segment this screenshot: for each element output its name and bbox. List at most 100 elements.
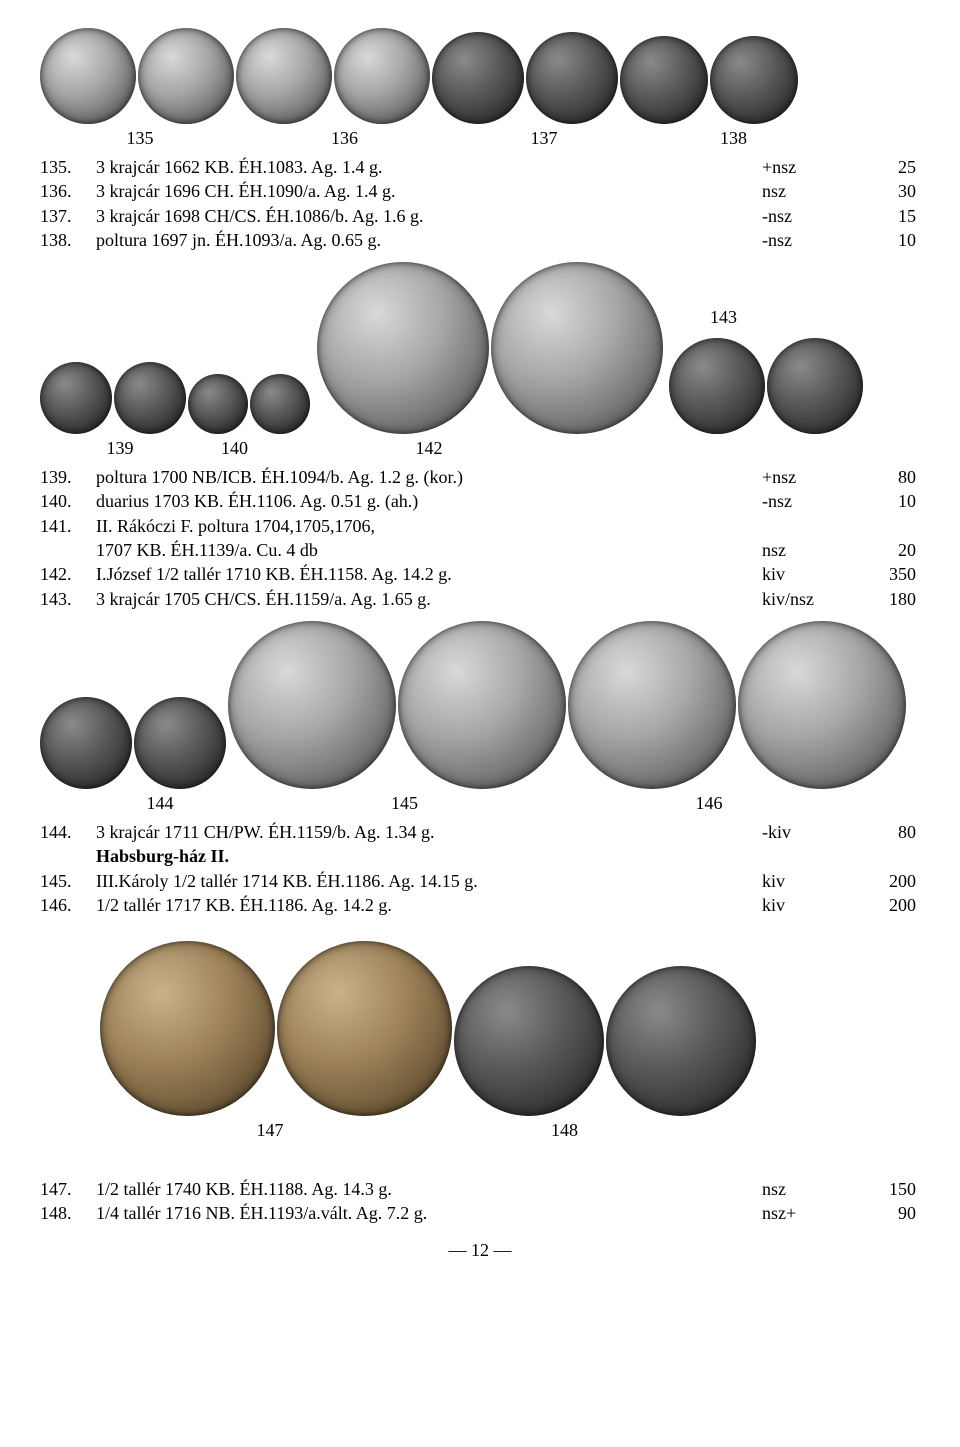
lot-condition: kiv [762,869,856,893]
lot-label: 148 [405,1120,725,1141]
coin-image [767,338,863,434]
lot-number: 140. [40,489,96,513]
coin-row-3-labels: 144 145 146 [40,793,920,814]
lot-price: 200 [856,893,920,917]
coin-image [100,941,275,1116]
lot-description: poltura 1700 NB/ICB. ÉH.1094/b. Ag. 1.2 … [96,465,762,489]
coin-image [334,28,430,124]
coin-image [138,28,234,124]
lot-price [856,844,920,868]
coin-image [188,374,248,434]
lot-condition: +nsz [762,155,856,179]
lot-label: 145 [245,793,565,814]
listing-row: 137.3 krajcár 1698 CH/CS. ÉH.1086/b. Ag.… [40,204,920,228]
lot-label: 146 [569,793,849,814]
lot-number: 146. [40,893,96,917]
coin-image [568,621,736,789]
lot-condition: nsz [762,538,856,562]
lot-condition: -kiv [762,820,856,844]
listing-row: 148.1/4 tallér 1716 NB. ÉH.1193/a.vált. … [40,1201,920,1225]
listing-row: 140.duarius 1703 KB. ÉH.1106. Ag. 0.51 g… [40,489,920,513]
lot-price: 20 [856,538,920,562]
coin-row-4-labels: 147 148 [40,1120,920,1141]
lot-price: 80 [856,465,920,489]
coin-image [710,36,798,124]
lot-price: 80 [856,820,920,844]
coin-image [606,966,756,1116]
listing-block-2: 139.poltura 1700 NB/ICB. ÉH.1094/b. Ag. … [40,465,920,611]
coin-image [317,262,489,434]
lot-description: 1/2 tallér 1740 KB. ÉH.1188. Ag. 14.3 g. [96,1177,762,1201]
lot-number: 137. [40,204,96,228]
lot-number: 147. [40,1177,96,1201]
lot-number: 138. [40,228,96,252]
lot-number: 141. [40,514,96,538]
lot-condition [762,514,856,538]
listing-row: 142.I.József 1/2 tallér 1710 KB. ÉH.1158… [40,562,920,586]
lot-description: II. Rákóczi F. poltura 1704,1705,1706, [96,514,762,538]
listing-row: 143.3 krajcár 1705 CH/CS. ÉH.1159/a. Ag.… [40,587,920,611]
lot-price: 10 [856,489,920,513]
lot-label: 135 [40,128,240,149]
listing-block-4: 147.1/2 tallér 1740 KB. ÉH.1188. Ag. 14.… [40,1177,920,1226]
coin-image [236,28,332,124]
lot-number: 135. [40,155,96,179]
lot-condition: kiv [762,562,856,586]
page-number: — 12 — [40,1240,920,1261]
lot-number: 145. [40,869,96,893]
lot-description: 3 krajcár 1711 CH/PW. ÉH.1159/b. Ag. 1.3… [96,820,762,844]
lot-price: 90 [856,1201,920,1225]
coin-row-2: 143 [40,262,920,434]
coin-image [277,941,452,1116]
coin-image [454,966,604,1116]
lot-condition: -nsz [762,204,856,228]
lot-condition: nsz [762,179,856,203]
listing-row: 136.3 krajcár 1696 CH. ÉH.1090/a. Ag. 1.… [40,179,920,203]
coin-image [669,338,765,434]
listing-row: 138.poltura 1697 jn. ÉH.1093/a. Ag. 0.65… [40,228,920,252]
lot-condition: nsz+ [762,1201,856,1225]
listing-row: 146.1/2 tallér 1717 KB. ÉH.1186. Ag. 14.… [40,893,920,917]
lot-description: poltura 1697 jn. ÉH.1093/a. Ag. 0.65 g. [96,228,762,252]
lot-condition: +nsz [762,465,856,489]
lot-condition: nsz [762,1177,856,1201]
coin-image [620,36,708,124]
listing-row: Habsburg-ház II. [40,844,920,868]
listing-row: 144.3 krajcár 1711 CH/PW. ÉH.1159/b. Ag.… [40,820,920,844]
lot-price [856,514,920,538]
lot-label: 144 [80,793,240,814]
lot-number [40,844,96,868]
lot-description: 3 krajcár 1696 CH. ÉH.1090/a. Ag. 1.4 g. [96,179,762,203]
listing-row: 135.3 krajcár 1662 KB. ÉH.1083. Ag. 1.4 … [40,155,920,179]
lot-number: 144. [40,820,96,844]
listing-row: 147.1/2 tallér 1740 KB. ÉH.1188. Ag. 14.… [40,1177,920,1201]
lot-description: 1/4 tallér 1716 NB. ÉH.1193/a.vált. Ag. … [96,1201,762,1225]
coin-image [114,362,186,434]
lot-price: 180 [856,587,920,611]
coin-image [134,697,226,789]
lot-number: 139. [40,465,96,489]
coin-image [491,262,663,434]
lot-description: 1707 KB. ÉH.1139/a. Cu. 4 db [96,538,762,562]
lot-description: 1/2 tallér 1717 KB. ÉH.1186. Ag. 14.2 g. [96,893,762,917]
listing-row: 1707 KB. ÉH.1139/a. Cu. 4 dbnsz20 [40,538,920,562]
lot-condition: -nsz [762,489,856,513]
coin-image [40,697,132,789]
coin-image [228,621,396,789]
listing-row: 145.III.Károly 1/2 tallér 1714 KB. ÉH.11… [40,869,920,893]
coin-image [40,362,112,434]
lot-price: 350 [856,562,920,586]
lot-condition [762,844,856,868]
lot-number: 136. [40,179,96,203]
listing-row: 141.II. Rákóczi F. poltura 1704,1705,170… [40,514,920,538]
listing-block-1: 135.3 krajcár 1662 KB. ÉH.1083. Ag. 1.4 … [40,155,920,252]
lot-price: 200 [856,869,920,893]
lot-number: 142. [40,562,96,586]
lot-condition: -nsz [762,228,856,252]
lot-number: 148. [40,1201,96,1225]
coin-image [738,621,906,789]
lot-description: III.Károly 1/2 tallér 1714 KB. ÉH.1186. … [96,869,762,893]
lot-description: Habsburg-ház II. [96,844,762,868]
coin-row-1 [40,28,920,124]
coin-image [40,28,136,124]
